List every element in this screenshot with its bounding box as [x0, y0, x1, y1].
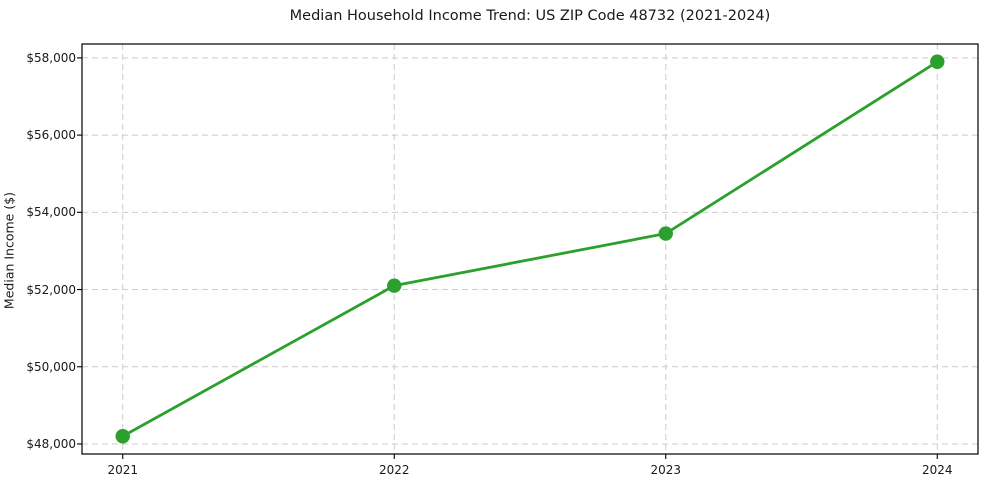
axes-spines [81, 43, 979, 455]
x-tick-label: 2022 [378, 463, 410, 477]
y-tick-label: $50,000 [26, 359, 76, 374]
y-tick-label: $56,000 [26, 128, 76, 143]
chart-title: Median Household Income Trend: US ZIP Co… [289, 8, 771, 24]
y-tick-label: $54,000 [26, 205, 76, 220]
data-point-marker [930, 54, 945, 69]
y-tick-label: $58,000 [26, 50, 76, 65]
data-point-marker [387, 278, 402, 293]
data-point-marker [115, 429, 130, 444]
trend-line [121, 60, 939, 438]
x-tick-label: 2021 [107, 463, 138, 477]
y-tick-label: $52,000 [26, 282, 76, 297]
y-tick-label: $48,000 [26, 436, 76, 451]
data-point-marker [658, 226, 673, 241]
x-tick-label: 2023 [650, 463, 682, 477]
x-tick-label: 2024 [921, 463, 953, 477]
